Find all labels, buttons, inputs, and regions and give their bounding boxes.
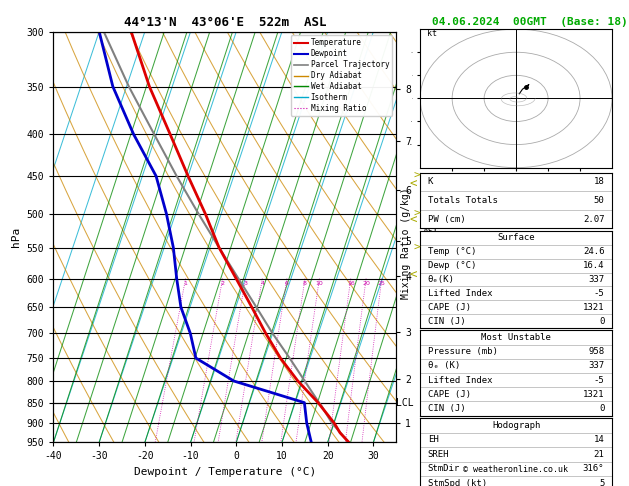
Text: 1: 1 xyxy=(184,280,187,286)
Text: Most Unstable: Most Unstable xyxy=(481,333,551,342)
Text: <: < xyxy=(409,177,417,191)
Text: 24.6: 24.6 xyxy=(583,247,604,256)
Text: CAPE (J): CAPE (J) xyxy=(428,390,471,399)
Text: >: > xyxy=(414,171,421,181)
Text: kt: kt xyxy=(426,29,437,38)
Y-axis label: km
ASL: km ASL xyxy=(423,215,441,237)
Text: 0: 0 xyxy=(599,404,604,413)
Text: 50: 50 xyxy=(594,196,604,205)
Text: 337: 337 xyxy=(588,362,604,370)
Text: 1321: 1321 xyxy=(583,303,604,312)
Text: Lifted Index: Lifted Index xyxy=(428,376,493,384)
Text: 4: 4 xyxy=(260,280,264,286)
Text: CIN (J): CIN (J) xyxy=(428,316,465,326)
Text: -5: -5 xyxy=(594,376,604,384)
Legend: Temperature, Dewpoint, Parcel Trajectory, Dry Adiabat, Wet Adiabat, Isotherm, Mi: Temperature, Dewpoint, Parcel Trajectory… xyxy=(291,35,392,116)
Text: θₑ (K): θₑ (K) xyxy=(428,362,460,370)
X-axis label: Dewpoint / Temperature (°C): Dewpoint / Temperature (°C) xyxy=(134,467,316,477)
Text: 10: 10 xyxy=(316,280,323,286)
Text: 0: 0 xyxy=(599,316,604,326)
Text: © weatheronline.co.uk: © weatheronline.co.uk xyxy=(464,465,568,474)
Text: CAPE (J): CAPE (J) xyxy=(428,303,471,312)
Text: 18: 18 xyxy=(594,177,604,186)
Text: <: < xyxy=(409,214,417,227)
Text: 14: 14 xyxy=(594,435,604,444)
Text: 16.4: 16.4 xyxy=(583,261,604,270)
Text: 5: 5 xyxy=(599,479,604,486)
Text: >: > xyxy=(414,208,421,219)
Text: 3: 3 xyxy=(243,280,247,286)
Text: 21: 21 xyxy=(594,450,604,459)
Text: 25: 25 xyxy=(378,280,386,286)
Text: 337: 337 xyxy=(588,275,604,284)
Text: -5: -5 xyxy=(594,289,604,298)
Text: CIN (J): CIN (J) xyxy=(428,404,465,413)
Text: EH: EH xyxy=(428,435,438,444)
Text: LCL: LCL xyxy=(396,399,414,408)
Text: StmSpd (kt): StmSpd (kt) xyxy=(428,479,487,486)
Y-axis label: hPa: hPa xyxy=(11,227,21,247)
Text: Temp (°C): Temp (°C) xyxy=(428,247,476,256)
Title: 44°13'N  43°06'E  522m  ASL: 44°13'N 43°06'E 522m ASL xyxy=(124,16,326,29)
Text: 1321: 1321 xyxy=(583,390,604,399)
Text: Surface: Surface xyxy=(498,233,535,243)
Text: 16: 16 xyxy=(347,280,355,286)
Text: >: > xyxy=(414,243,421,253)
Text: 958: 958 xyxy=(588,347,604,356)
Text: K: K xyxy=(428,177,433,186)
Text: Pressure (mb): Pressure (mb) xyxy=(428,347,498,356)
Text: 2.07: 2.07 xyxy=(583,215,604,224)
Text: SREH: SREH xyxy=(428,450,449,459)
Text: 6: 6 xyxy=(285,280,289,286)
Text: 04.06.2024  00GMT  (Base: 18): 04.06.2024 00GMT (Base: 18) xyxy=(431,17,628,27)
Text: θₑ(K): θₑ(K) xyxy=(428,275,455,284)
Text: <: < xyxy=(409,269,417,282)
Text: 20: 20 xyxy=(362,280,370,286)
Text: Hodograph: Hodograph xyxy=(492,421,540,430)
Text: StmDir: StmDir xyxy=(428,465,460,473)
Text: Dewp (°C): Dewp (°C) xyxy=(428,261,476,270)
Text: Lifted Index: Lifted Index xyxy=(428,289,493,298)
Text: PW (cm): PW (cm) xyxy=(428,215,465,224)
Text: Totals Totals: Totals Totals xyxy=(428,196,498,205)
Text: 2: 2 xyxy=(221,280,225,286)
Text: 316°: 316° xyxy=(583,465,604,473)
Text: Mixing Ratio (g/kg): Mixing Ratio (g/kg) xyxy=(401,187,411,299)
Text: 8: 8 xyxy=(303,280,307,286)
